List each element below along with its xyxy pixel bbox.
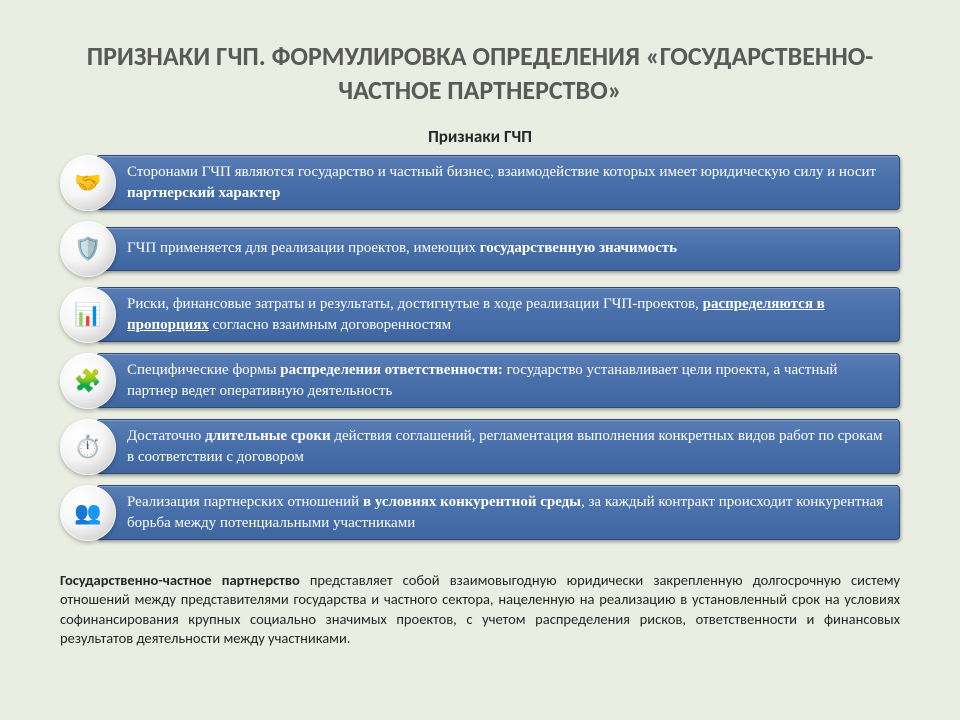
people-icon: 👥 <box>60 485 116 541</box>
feature-text: Специфические формы распределения ответс… <box>96 353 900 408</box>
feature-text: Реализация партнерских отношений в услов… <box>96 485 900 540</box>
clock-icon: ⏱️ <box>60 419 116 475</box>
puzzle-icon: 🧩 <box>60 353 116 409</box>
definition-paragraph: Государственно-частное партнерство предс… <box>60 571 900 649</box>
emblem-icon: 🛡️ <box>60 221 116 277</box>
list-item: 📊 Риски, финансовые затраты и результаты… <box>60 287 900 343</box>
page-title: ПРИЗНАКИ ГЧП. ФОРМУЛИРОВКА ОПРЕДЕЛЕНИЯ «… <box>60 40 900 108</box>
list-item: 👥 Реализация партнерских отношений в усл… <box>60 485 900 541</box>
handshake-icon: 🤝 <box>60 155 116 211</box>
section-subtitle: Признаки ГЧП <box>60 126 900 147</box>
feature-list: 🤝 Сторонами ГЧП являются государство и ч… <box>60 155 900 541</box>
list-item: ⏱️ Достаточно длительные сроки действия … <box>60 419 900 475</box>
feature-text: Сторонами ГЧП являются государство и час… <box>96 155 900 210</box>
list-item: 🧩 Специфические формы распределения отве… <box>60 353 900 409</box>
feature-text: ГЧП применяется для реализации проектов,… <box>96 227 900 271</box>
list-item: 🤝 Сторонами ГЧП являются государство и ч… <box>60 155 900 211</box>
chart-icon: 📊 <box>60 287 116 343</box>
feature-text: Достаточно длительные сроки действия сог… <box>96 419 900 474</box>
list-item: 🛡️ ГЧП применяется для реализации проект… <box>60 221 900 277</box>
feature-text: Риски, финансовые затраты и результаты, … <box>96 287 900 342</box>
